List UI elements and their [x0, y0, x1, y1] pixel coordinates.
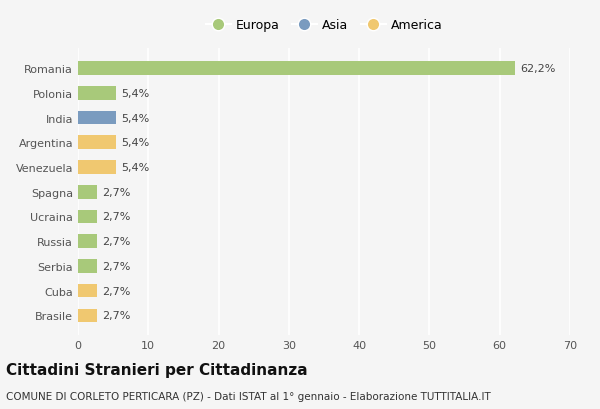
Text: 2,7%: 2,7% [102, 236, 130, 247]
Bar [78, 235, 97, 248]
Legend: Europa, Asia, America: Europa, Asia, America [200, 14, 448, 37]
Text: 2,7%: 2,7% [102, 310, 130, 321]
Text: 5,4%: 5,4% [121, 162, 149, 173]
Text: 2,7%: 2,7% [102, 261, 130, 271]
Bar [78, 87, 116, 100]
Text: 5,4%: 5,4% [121, 138, 149, 148]
Text: 5,4%: 5,4% [121, 89, 149, 99]
Text: 2,7%: 2,7% [102, 187, 130, 197]
Bar [78, 136, 116, 150]
Bar [78, 111, 116, 125]
Text: 62,2%: 62,2% [520, 64, 556, 74]
Text: 2,7%: 2,7% [102, 212, 130, 222]
Text: 5,4%: 5,4% [121, 113, 149, 123]
Bar [78, 210, 97, 224]
Text: COMUNE DI CORLETO PERTICARA (PZ) - Dati ISTAT al 1° gennaio - Elaborazione TUTTI: COMUNE DI CORLETO PERTICARA (PZ) - Dati … [6, 391, 491, 400]
Bar [78, 284, 97, 298]
Bar [78, 185, 97, 199]
Bar [78, 161, 116, 174]
Bar [78, 62, 515, 76]
Text: 2,7%: 2,7% [102, 286, 130, 296]
Bar [78, 309, 97, 322]
Bar [78, 259, 97, 273]
Text: Cittadini Stranieri per Cittadinanza: Cittadini Stranieri per Cittadinanza [6, 362, 308, 377]
